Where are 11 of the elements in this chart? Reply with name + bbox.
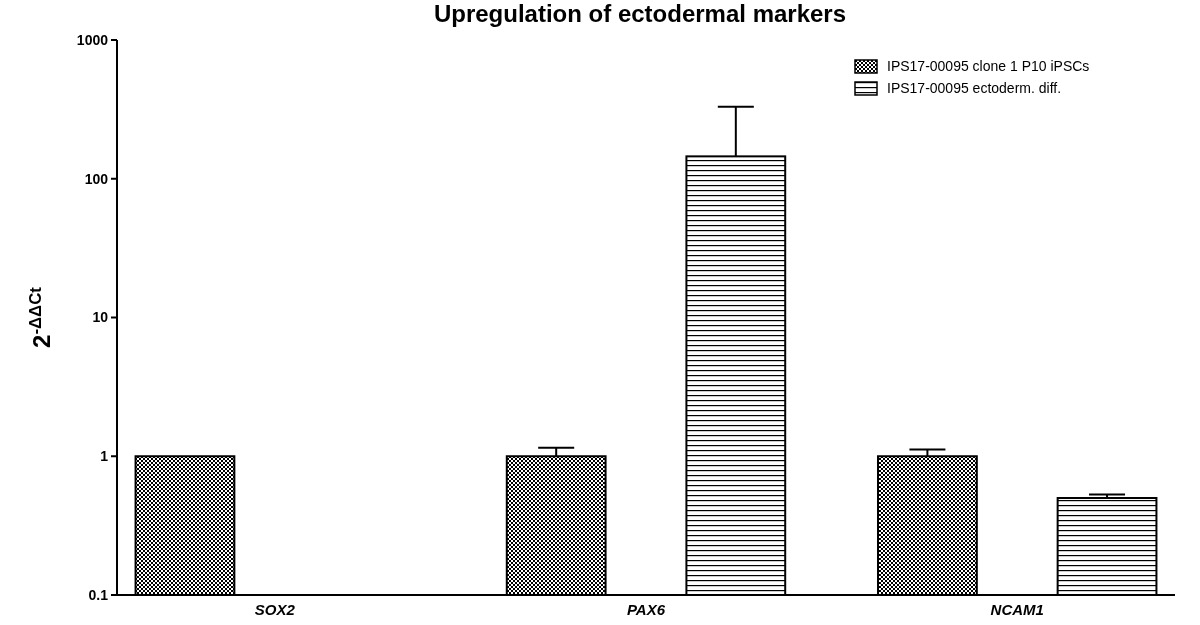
legend-label: IPS17-00095 clone 1 P10 iPSCs — [887, 58, 1090, 74]
y-tick-label: 1000 — [76, 31, 109, 48]
x-tick-label: SOX2 — [254, 601, 296, 618]
y-tick-label: 10 — [92, 309, 109, 326]
y-tick-label: 0.1 — [88, 586, 109, 603]
x-tick-label: PAX6 — [626, 601, 666, 618]
legend-label: IPS17-00095 ectoderm. diff. — [887, 80, 1062, 96]
y-tick-label: 100 — [84, 170, 109, 187]
y-tick-label: 1 — [100, 448, 109, 465]
chart-title: Upregulation of ectodermal markers — [433, 0, 847, 27]
x-tick-label: NCAM1 — [990, 601, 1044, 618]
